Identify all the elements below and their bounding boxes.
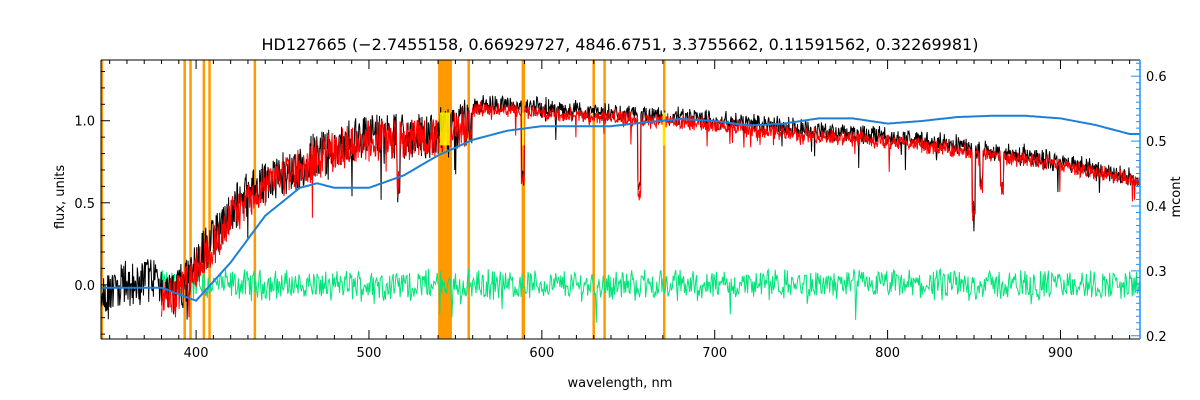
model-line xyxy=(161,101,1141,318)
y2-tick-label: 0.6 xyxy=(1146,70,1167,85)
y-tick-label: 1.0 xyxy=(74,115,95,130)
x-tick-label: 800 xyxy=(875,346,900,361)
right-axis-title: mcont xyxy=(1169,176,1184,217)
highlight-mark xyxy=(662,112,666,146)
y2-tick-label: 0.2 xyxy=(1146,330,1167,345)
y2-tick-label: 0.5 xyxy=(1146,135,1167,150)
y2-tick-label: 0.4 xyxy=(1146,200,1167,215)
highlight-mark xyxy=(439,112,451,146)
continuum-series xyxy=(101,114,1140,302)
x-tick-label: 500 xyxy=(357,346,382,361)
y-axis-title: flux, units xyxy=(53,165,68,230)
x-tick-label: 600 xyxy=(529,346,554,361)
y-tick-label: 0.5 xyxy=(74,197,95,212)
x-tick-label: 900 xyxy=(1048,346,1073,361)
residual-series xyxy=(161,267,1141,323)
x-axis-ticks: 400 500 600 700 800 900 xyxy=(109,60,1131,361)
x-axis-title: wavelength, nm xyxy=(568,376,673,391)
model-series xyxy=(161,101,1141,318)
y2-tick-label: 0.3 xyxy=(1146,265,1167,280)
x-tick-label: 400 xyxy=(184,346,209,361)
chart-title: HD127665 (−2.7455158, 0.66929727, 4846.6… xyxy=(262,35,979,54)
residual-line xyxy=(161,267,1141,323)
y-tick-label: 0.0 xyxy=(74,279,95,294)
right-axis-ticks: 0.2 0.3 0.4 0.5 0.6 xyxy=(1131,62,1167,345)
y-axis-ticks: 0.0 0.5 1.0 xyxy=(74,70,110,335)
x-tick-label: 700 xyxy=(702,346,727,361)
continuum-line xyxy=(101,114,1140,302)
